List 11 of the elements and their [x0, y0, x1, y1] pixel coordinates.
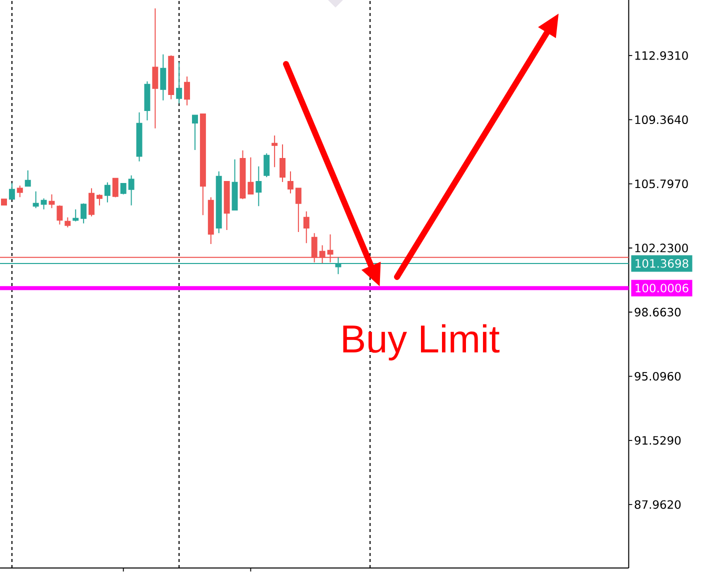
y-tick-label: 91.5290 [634, 436, 681, 445]
ref-line-label: 101.3698 [636, 259, 688, 268]
y-tick-label: 105.7970 [635, 180, 688, 188]
y-tick-label: 109.3640 [635, 115, 688, 124]
y-tick-label: 98.6630 [634, 308, 681, 316]
y-tick-label: 102.2300 [635, 244, 688, 252]
annotation: Buy Limit [343, 324, 500, 360]
y-tick-label: 112.9310 [635, 51, 688, 60]
ref-line-label: 100.0006 [636, 284, 688, 292]
y-tick-label: 87.9620 [634, 500, 681, 509]
y-tick-label: 95.0960 [634, 372, 681, 381]
